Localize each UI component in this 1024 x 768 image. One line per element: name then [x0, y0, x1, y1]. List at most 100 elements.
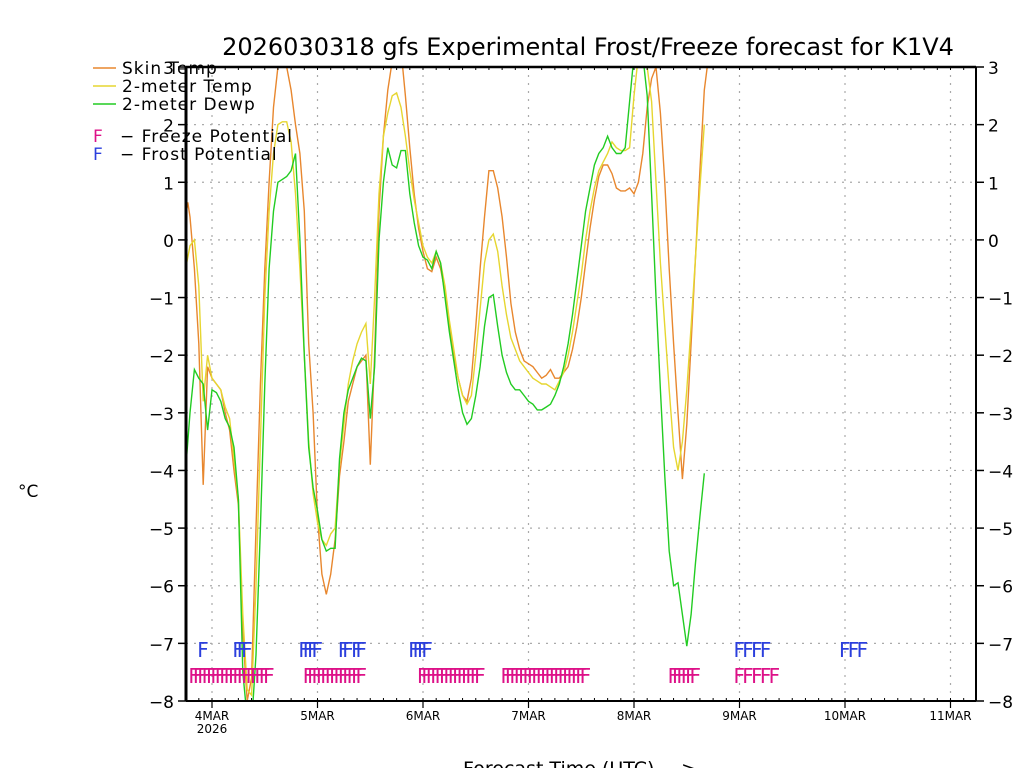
legend-glyph: F: [93, 127, 104, 147]
frost-potential-flag: F: [839, 638, 851, 662]
freeze-potential-flag: F: [470, 664, 482, 688]
freeze-potential-flag: F: [342, 664, 354, 688]
freeze-potential-flag: F: [681, 664, 693, 688]
x-tick-label: 11MAR: [929, 709, 971, 723]
freeze-potential-flag: F: [430, 664, 442, 688]
freeze-potential-flag: F: [544, 664, 556, 688]
y-axis-right-ticks: 3 2 1 0 −1 −2 −3 −4 −5 −6 −7 −8: [976, 59, 1013, 713]
freeze-potential-flag: F: [571, 664, 583, 688]
series-lines: [186, 67, 708, 701]
freeze-potential-flag: F: [448, 664, 460, 688]
freeze-potential-flag: F: [333, 664, 345, 688]
legend-label: − Frost Potential: [120, 145, 278, 165]
frost-potential-flag: F: [760, 638, 772, 662]
freeze-potential-flag: F: [465, 664, 477, 688]
y-tick-label-left: −8: [149, 693, 174, 713]
x-tick-label: 10MAR: [824, 709, 866, 723]
freeze-potential-flag: F: [435, 664, 447, 688]
freeze-potential-flag: F: [232, 664, 244, 688]
y-tick-label-left: 1: [163, 174, 174, 194]
freeze-potential-flag: F: [421, 664, 433, 688]
freeze-potential-flag: F: [531, 664, 543, 688]
freeze-potential-flag: F: [426, 664, 438, 688]
freeze-potential-flag: F: [202, 664, 214, 688]
frost-potential-flag: F: [351, 638, 363, 662]
y-tick-label-left: −5: [149, 520, 174, 540]
freeze-potential-flag: F: [263, 664, 275, 688]
series-2-meter-temp: [186, 67, 705, 698]
x-tick-label: 9MAR: [722, 709, 757, 723]
y-tick-label-right: −1: [988, 290, 1013, 310]
freeze-potential-flag: F: [734, 664, 746, 688]
y-tick-label-right: −3: [988, 405, 1013, 425]
y-tick-label-left: −4: [149, 462, 174, 482]
freeze-potential-flag: F: [325, 664, 337, 688]
legend-label: − Freeze Potential: [120, 127, 293, 147]
freeze-potential-flag: F: [193, 664, 205, 688]
freeze-potential-flag: F: [215, 664, 227, 688]
y-tick-label-right: −7: [988, 635, 1013, 655]
freeze-potential-flag: F: [540, 664, 552, 688]
freeze-potential-flag: F: [527, 664, 539, 688]
y-tick-label-right: −2: [988, 347, 1013, 367]
freeze-potential-flag: F: [439, 664, 451, 688]
series-2-meter-dewp: [186, 67, 705, 701]
freeze-potential-flag: F: [246, 664, 258, 688]
frost-potential-flag: F: [197, 638, 209, 662]
freeze-potential-flag: F: [769, 664, 781, 688]
frost-potential-flag: F: [232, 638, 244, 662]
freeze-potential-flag: F: [219, 664, 231, 688]
freeze-potential-flag: F: [668, 664, 680, 688]
frost-potential-flag: F: [241, 638, 253, 662]
freeze-potential-flag: F: [259, 664, 271, 688]
y-tick-label-left: −1: [149, 290, 174, 310]
grid-lines: [186, 66, 976, 702]
freeze-potential-flag: F: [505, 664, 517, 688]
frost-potential-flag: F: [848, 638, 860, 662]
freeze-potential-flag: F: [518, 664, 530, 688]
freeze-potential-flag: F: [461, 664, 473, 688]
y-tick-label-left: −6: [149, 578, 174, 598]
frost-potential-flag: F: [237, 638, 249, 662]
freeze-potential-flag: F: [320, 664, 332, 688]
x-tick-label: 7MAR: [511, 709, 546, 723]
freeze-potential-flag: F: [210, 664, 222, 688]
freeze-potential-flag: F: [566, 664, 578, 688]
frost-potential-flag: F: [342, 638, 354, 662]
legend-label: 2-meter Temp: [122, 77, 253, 97]
y-tick-label-left: −7: [149, 635, 174, 655]
freeze-potential-flag: F: [558, 664, 570, 688]
frost-potential-flag: F: [298, 638, 310, 662]
frost-potential-flag: F: [734, 638, 746, 662]
freeze-potential-flag: F: [355, 664, 367, 688]
freeze-potential-flag: F: [514, 664, 526, 688]
freeze-potential-flag: F: [307, 664, 319, 688]
legend-label: Skin Temp: [122, 59, 218, 79]
frost-potential-flag: F: [307, 638, 319, 662]
freeze-potential-flag: F: [197, 664, 209, 688]
freeze-potential-flag: F: [316, 664, 328, 688]
freeze-potential-flag: F: [228, 664, 240, 688]
freeze-potential-flag: F: [417, 664, 429, 688]
y-tick-label-right: 2: [988, 117, 999, 137]
freeze-potential-flag: F: [347, 664, 359, 688]
freeze-potential-flag: F: [457, 664, 469, 688]
y-axis-label: °C: [18, 482, 38, 502]
freeze-potential-flag: F: [549, 664, 561, 688]
frost-potential-flag: F: [408, 638, 420, 662]
frost-potential-flag: F: [857, 638, 869, 662]
frost-potential-flag: F: [303, 638, 315, 662]
frost-potential-flag: F: [742, 638, 754, 662]
freeze-potential-flag: F: [250, 664, 262, 688]
freeze-potential-flag: F: [303, 664, 315, 688]
y-tick-label-right: 1: [988, 174, 999, 194]
frost-potential-flag: F: [338, 638, 350, 662]
chart-title: 2026030318 gfs Experimental Frost/Freeze…: [222, 33, 954, 61]
legend-glyph: F: [93, 145, 104, 165]
freeze-potential-flag: F: [760, 664, 772, 688]
freeze-potential-flag: F: [474, 664, 486, 688]
freeze-potential-flag: F: [206, 664, 218, 688]
x-axis-label: Forecast Time (UTC) --->: [463, 758, 697, 768]
